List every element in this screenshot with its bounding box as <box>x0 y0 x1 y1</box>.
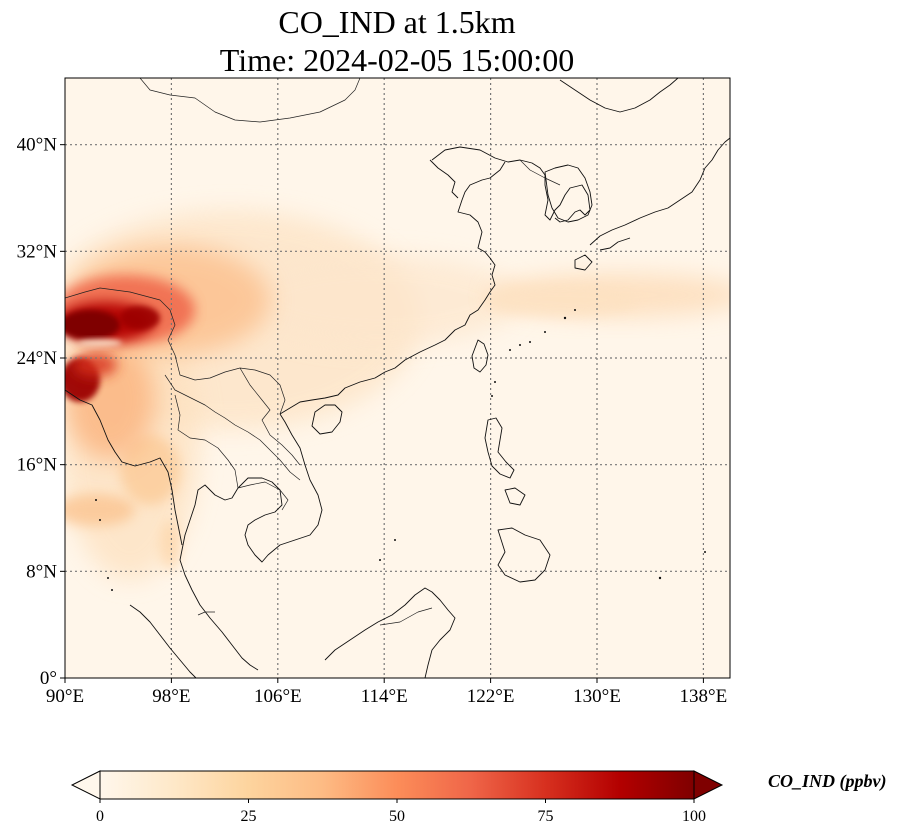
coastline-asia-east <box>279 146 591 415</box>
coastline-visayas-mindanao <box>497 487 551 583</box>
lon-tick-label: 122°E <box>467 686 515 707</box>
map-title-line2: Time: 2024-02-05 15:00:00 <box>220 42 574 78</box>
colorbar-tick-label: 100 <box>682 808 706 825</box>
border-china-southwest <box>65 287 286 415</box>
coastlines <box>65 78 730 678</box>
lat-tick-label: 24°N <box>17 348 58 369</box>
island-markers <box>95 309 706 591</box>
lon-tick-label: 90°E <box>46 686 84 707</box>
colorbar-label: CO_IND (ppbv) <box>768 771 887 792</box>
coastline-taiwan <box>471 339 489 373</box>
border-vietnam-laos <box>239 367 301 466</box>
colorbar-tick-label: 75 <box>538 808 554 825</box>
border-mongolia <box>139 78 361 123</box>
coastline-hainan <box>311 404 343 435</box>
border-north-korea <box>519 159 561 186</box>
coastline-luzon <box>484 417 515 479</box>
coastline-japan <box>574 137 730 271</box>
border-myanmar-laos <box>164 374 301 481</box>
concentration-field <box>65 210 730 580</box>
lat-tick-label: 16°N <box>17 455 58 476</box>
map-frame <box>64 77 731 679</box>
border-thailand <box>174 394 239 489</box>
colorbar-extend-min <box>70 770 101 800</box>
colorbar-tick-label: 50 <box>389 808 405 825</box>
colorbar: 0 25 50 75 100 CO_IND (ppbv) <box>70 770 887 825</box>
lon-tick-label: 106°E <box>254 686 302 707</box>
colorbar-ticks: 0 25 50 75 100 <box>96 799 706 825</box>
coastline-borneo <box>324 587 456 678</box>
border-cambodia <box>237 481 289 511</box>
coastline-indochina <box>179 413 323 671</box>
country-borders <box>65 78 561 626</box>
coastline-myanmar <box>65 389 183 546</box>
lon-tick-label: 98°E <box>152 686 190 707</box>
coastline-sumatra <box>129 604 197 678</box>
latitude-axis: 0° 8°N 16°N 24°N 32°N 40°N <box>17 135 65 689</box>
longitude-axis: 90°E 98°E 106°E 114°E 122°E 130°E 138°E <box>46 678 727 707</box>
lat-tick-label: 0° <box>40 668 57 689</box>
lat-tick-label: 8°N <box>26 561 57 582</box>
lat-tick-label: 40°N <box>17 135 58 156</box>
colorbar-gradient <box>99 770 695 800</box>
colorbar-extend-max <box>693 770 724 800</box>
colorbar-tick-label: 0 <box>96 808 104 825</box>
border-malaysia <box>197 607 433 626</box>
coastline-korea <box>544 164 593 223</box>
lat-tick-label: 32°N <box>17 241 58 262</box>
coastline-north <box>429 78 679 199</box>
lon-tick-label: 138°E <box>680 686 728 707</box>
map-area <box>65 78 730 678</box>
lon-tick-label: 114°E <box>361 686 408 707</box>
colorbar-tick-label: 25 <box>241 808 257 825</box>
map-title-line1: CO_IND at 1.5km <box>278 4 515 40</box>
lon-tick-label: 130°E <box>573 686 621 707</box>
